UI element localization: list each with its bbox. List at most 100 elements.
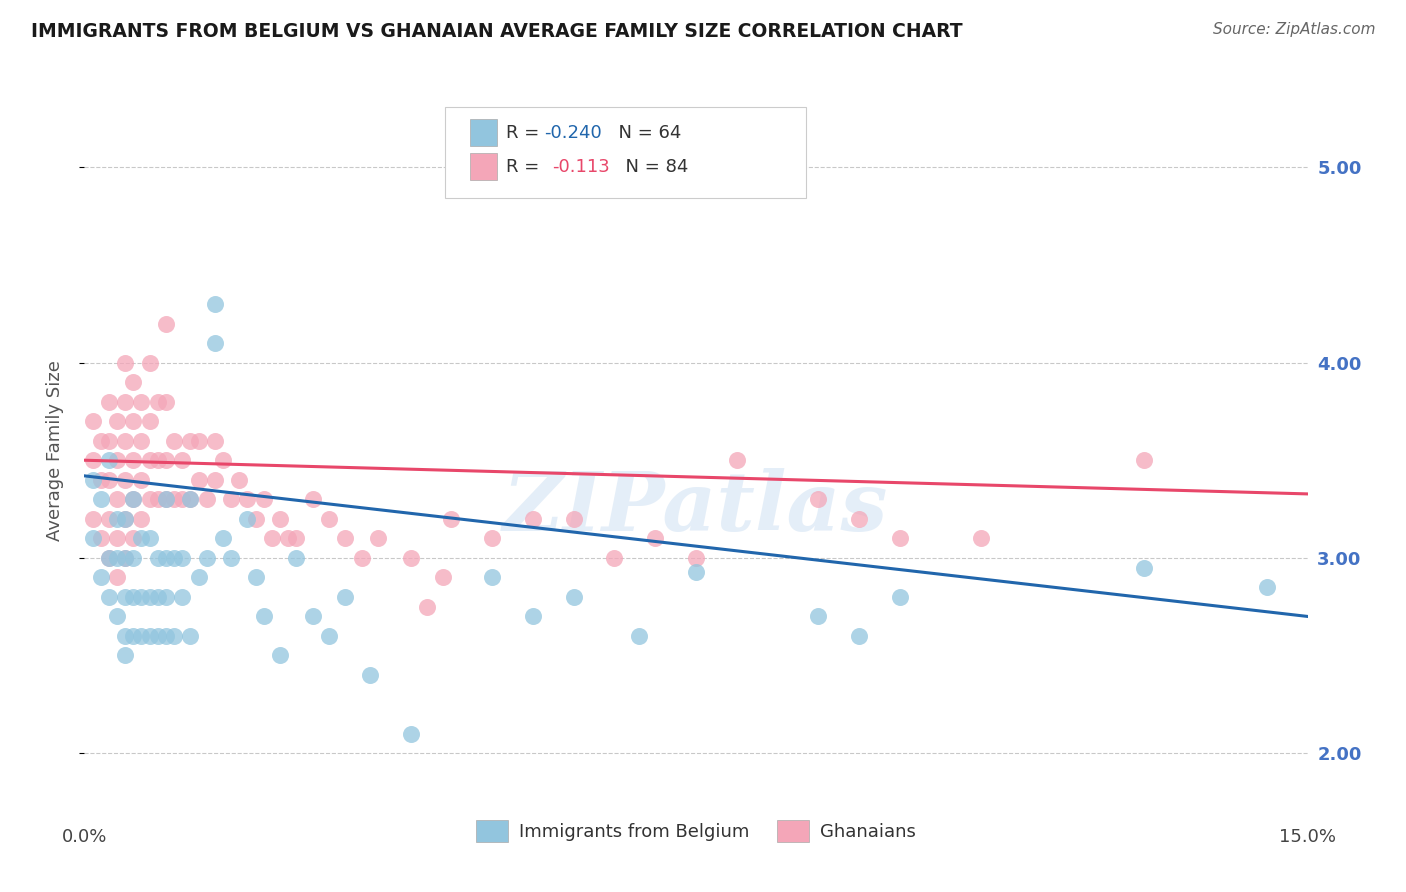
Point — [114, 629, 136, 643]
Point — [82, 512, 104, 526]
Point — [301, 492, 323, 507]
Point — [187, 434, 209, 448]
Point — [105, 453, 128, 467]
Point — [1133, 560, 1156, 574]
Point — [172, 590, 194, 604]
Point — [195, 492, 218, 507]
Point — [105, 609, 128, 624]
Point — [90, 434, 112, 448]
Point — [138, 355, 160, 369]
Point — [179, 492, 201, 507]
Point — [179, 434, 201, 448]
Point — [97, 512, 120, 526]
Point — [318, 512, 340, 526]
Point — [335, 590, 357, 604]
Point — [138, 453, 160, 467]
Point — [562, 590, 585, 604]
Point — [138, 414, 160, 428]
Point — [131, 590, 153, 604]
Point — [114, 550, 136, 565]
Point — [146, 629, 169, 643]
Y-axis label: Average Family Size: Average Family Size — [45, 360, 63, 541]
Point — [212, 453, 235, 467]
Point — [219, 492, 242, 507]
Point — [131, 629, 153, 643]
Point — [848, 512, 870, 526]
Point — [481, 570, 503, 584]
Point — [90, 492, 112, 507]
Point — [114, 355, 136, 369]
Point — [253, 492, 276, 507]
Point — [416, 599, 439, 614]
Point — [179, 629, 201, 643]
Point — [138, 590, 160, 604]
Point — [481, 532, 503, 546]
Point — [122, 492, 145, 507]
Point — [97, 550, 120, 565]
Point — [105, 550, 128, 565]
Point — [138, 492, 160, 507]
Point — [97, 590, 120, 604]
Point — [114, 590, 136, 604]
Point — [603, 550, 626, 565]
Point — [131, 512, 153, 526]
Text: N = 84: N = 84 — [614, 158, 689, 176]
Point — [146, 394, 169, 409]
Point — [131, 394, 153, 409]
Point — [204, 473, 226, 487]
Point — [195, 550, 218, 565]
Point — [685, 550, 707, 565]
Point — [146, 453, 169, 467]
Point — [260, 532, 283, 546]
Point — [685, 565, 707, 579]
Point — [1256, 580, 1278, 594]
Point — [172, 550, 194, 565]
Point — [90, 570, 112, 584]
Point — [204, 434, 226, 448]
Point — [399, 726, 422, 740]
Point — [889, 590, 911, 604]
Point — [146, 590, 169, 604]
Point — [82, 473, 104, 487]
Point — [90, 473, 112, 487]
Point — [105, 512, 128, 526]
Point — [114, 512, 136, 526]
Point — [269, 648, 291, 663]
Point — [807, 609, 830, 624]
Point — [90, 532, 112, 546]
Point — [163, 550, 186, 565]
Point — [122, 453, 145, 467]
Point — [82, 414, 104, 428]
Point — [114, 473, 136, 487]
Point — [155, 317, 177, 331]
Point — [155, 394, 177, 409]
Point — [105, 532, 128, 546]
Point — [228, 473, 250, 487]
Point — [114, 648, 136, 663]
Point — [105, 492, 128, 507]
Text: N = 64: N = 64 — [606, 124, 681, 142]
Point — [114, 434, 136, 448]
Point — [1133, 453, 1156, 467]
Point — [131, 473, 153, 487]
Point — [105, 570, 128, 584]
Point — [163, 629, 186, 643]
Point — [97, 473, 120, 487]
Point — [219, 550, 242, 565]
Point — [627, 629, 650, 643]
Text: R =: R = — [506, 158, 551, 176]
Point — [122, 375, 145, 389]
Point — [114, 394, 136, 409]
Point — [285, 532, 308, 546]
Point — [350, 550, 373, 565]
Point — [301, 609, 323, 624]
Point — [155, 590, 177, 604]
Point — [970, 532, 993, 546]
Point — [269, 512, 291, 526]
Point — [155, 453, 177, 467]
Point — [807, 492, 830, 507]
Text: ZIPatlas: ZIPatlas — [503, 468, 889, 549]
Point — [138, 629, 160, 643]
Point — [212, 532, 235, 546]
Point — [163, 492, 186, 507]
